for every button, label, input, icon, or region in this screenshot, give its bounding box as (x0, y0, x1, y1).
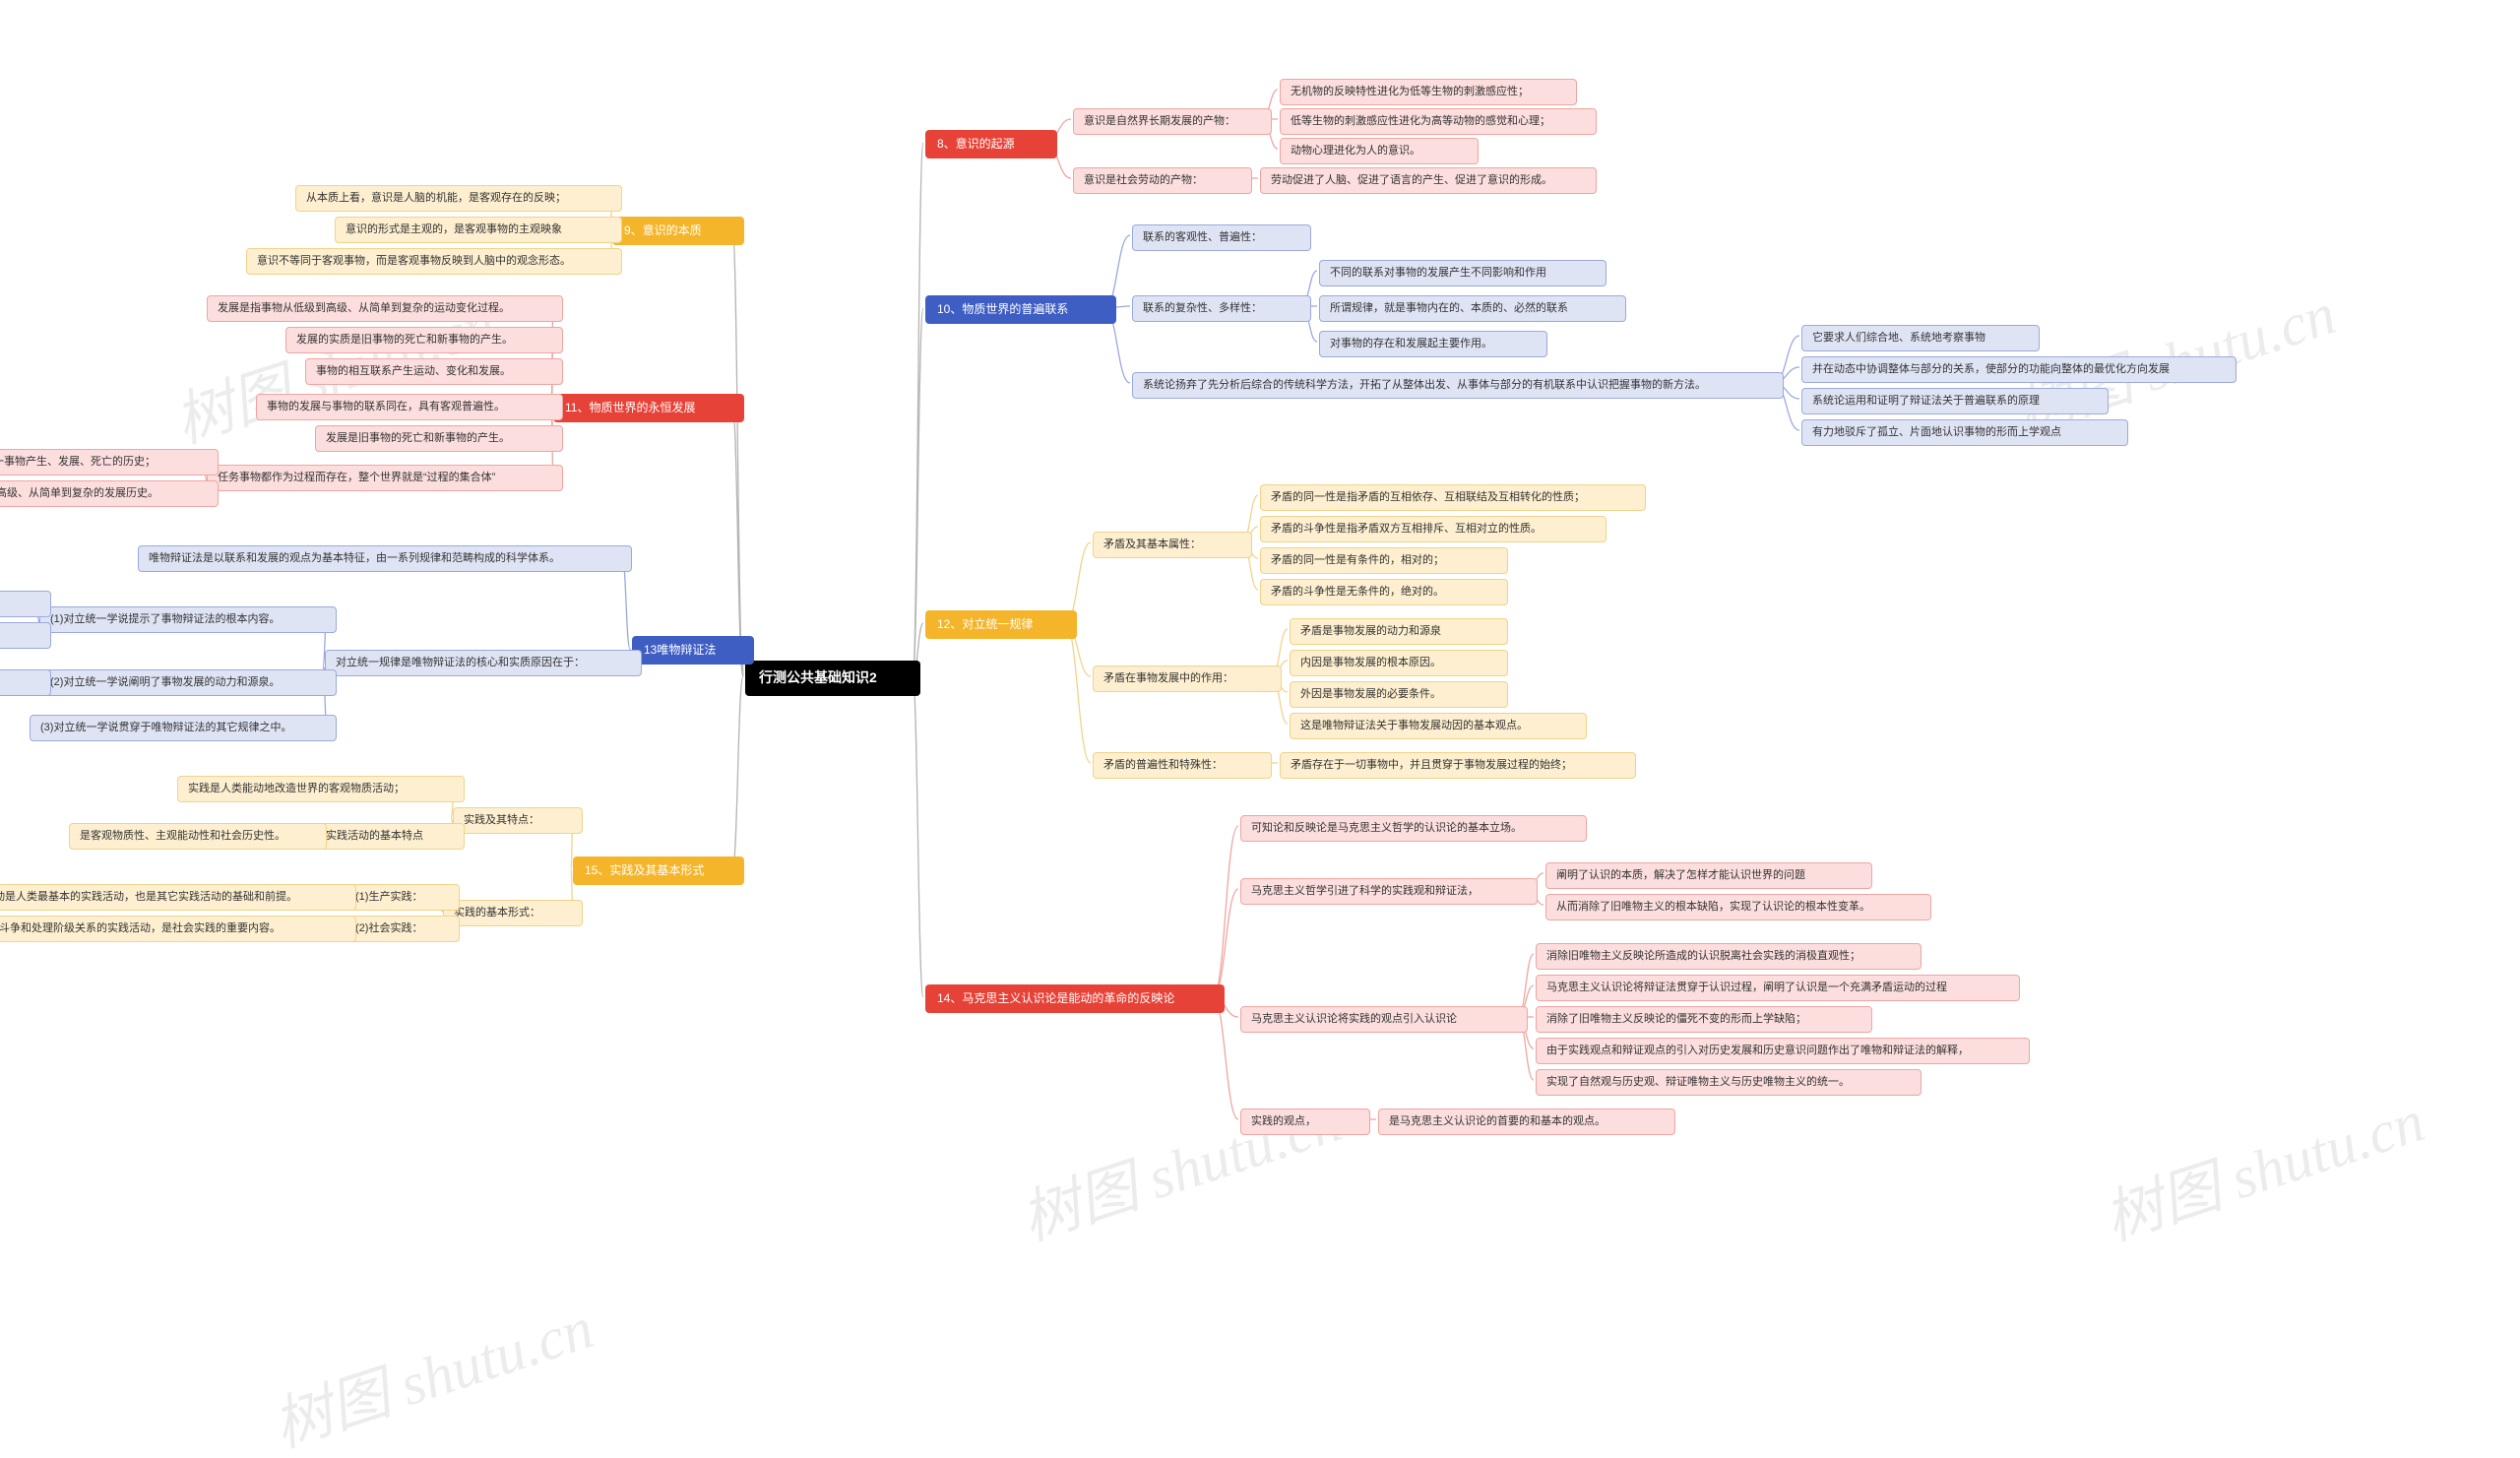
mindmap-node: 由于实践观点和辩证观点的引入对历史发展和历史意识问题作出了唯物和辩证法的解释， (1536, 1038, 2030, 1064)
mindmap-node: 不同的联系对事物的发展产生不同影响和作用 (1319, 260, 1606, 286)
mindmap-node: 发展是指事物从低级到高级、从简单到复杂的运动变化过程。 (207, 295, 563, 322)
mindmap-node: 马克思主义认识论将实践的观点引入认识论 (1240, 1006, 1528, 1033)
mindmap-node: 有力地驳斥了孤立、片面地认识事物的形而上学观点 (1801, 419, 2128, 446)
mindmap-node: 13唯物辩证法 (632, 636, 754, 665)
mindmap-node: 15、实践及其基本形式 (573, 856, 744, 885)
mindmap-node: 马克思主义认识论将辩证法贯穿于认识过程，阐明了认识是一个充满矛盾运动的过程 (1536, 975, 2020, 1001)
mindmap-node: 联系的复杂性、多样性： (1132, 295, 1311, 322)
mindmap-node: 是马克思主义认识论的首要的和基本的观点。 (1378, 1109, 1675, 1135)
mindmap-node: 矛盾在事物发展中的作用： (1093, 666, 1282, 692)
mindmap-node: 14、马克思主义认识论是能动的革命的反映论 (925, 984, 1225, 1013)
mindmap-node: 对事物的存在和发展起主要作用。 (1319, 331, 1547, 357)
mindmap-node: 从而消除了旧唯物主义的根本缺陷，实现了认识论的根本性变革。 (1545, 894, 1931, 920)
mindmap-node: 9、意识的本质 (612, 217, 744, 245)
mindmap-node: 可知论和反映论是马克思主义哲学的认识论的基本立场。 (1240, 815, 1587, 842)
mindmap-node: (2)对立统一学说阐明了事物发展的动力和源泉。 (39, 669, 337, 696)
mindmap-node: 8、意识的起源 (925, 130, 1057, 158)
mindmap-node: 12、对立统一规律 (925, 610, 1077, 639)
watermark: 树图 shutu.cn (1009, 1073, 1351, 1257)
mindmap-node: 实现了自然观与历史观、辩证唯物主义与历史唯物主义的统一。 (1536, 1069, 1922, 1096)
mindmap-node: 并在动态中协调整体与部分的关系，使部分的功能向整体的最优化方向发展 (1801, 356, 2236, 383)
mindmap-node: 是客观物质性、主观能动性和社会历史性。 (69, 823, 327, 850)
mindmap-node: 矛盾的同一性是指矛盾的互相依存、互相联结及互相转化的性质； (1260, 484, 1646, 511)
mindmap-node: 内因是事物发展的根本原因。 (1290, 650, 1508, 676)
watermark: 树图 shutu.cn (261, 1280, 602, 1458)
mindmap-node: 实践及其特点： (453, 807, 583, 834)
mindmap-node: 系统论运用和证明了辩证法关于普遍联系的原理 (1801, 388, 2109, 414)
mindmap-node: 动物心理进化为人的意识。 (1280, 138, 1479, 164)
mindmap-node: (1)对立统一学说提示了事物辩证法的根本内容。 (39, 606, 337, 633)
mindmap-node: 它要求人们综合地、系统地考察事物 (1801, 325, 2040, 351)
mindmap-node: 事物内部要素之间和事物之间的相互依赖、相互对立的联系， (0, 591, 51, 617)
mindmap-node: 矛盾的同一性是有条件的，相对的； (1260, 547, 1508, 574)
mindmap-node: 矛盾是事物发展的动力和源泉 (1290, 618, 1508, 645)
mindmap-node: 阐明了认识的本质，解决了怎样才能认识世界的问题 (1545, 862, 1872, 889)
mindmap-node: 10、物质世界的普遍联系 (925, 295, 1116, 324)
mindmap-node: 实践的观点， (1240, 1109, 1370, 1135)
mindmap-node: 联系的客观性、普遍性： (1132, 224, 1311, 251)
mindmap-node: 无机物的反映特性进化为低等生物的刺激感应性； (1280, 79, 1577, 105)
mindmap-node: 任务事物都作为过程而存在，整个世界就是“过程的集合体” (207, 465, 563, 491)
mindmap-node: 所谓规律，就是事物内在的、本质的、必然的联系 (1319, 295, 1626, 322)
mindmap-node: 消除了旧唯物主义反映论的僵死不变的形而上学缺陷； (1536, 1006, 1872, 1033)
mindmap-node: 生产活动是人类最基本的实践活动，也是其它实践活动的基础和前提。 (0, 884, 356, 911)
mindmap-node: 矛盾存在于一切事物中，并且贯穿于事物发展过程的始终； (1280, 752, 1636, 779)
watermark: 树图 shutu.cn (2092, 1073, 2433, 1257)
mindmap-node: 唯物辩证法是以联系和发展的观点为基本特征，由一系列规律和范畴构成的科学体系。 (138, 545, 632, 572)
mindmap-node: 矛盾及其基本属性： (1093, 532, 1252, 558)
mindmap-node: 事物的发展，是自身矛盾所引起的自己运动和自我发展。 (0, 669, 51, 696)
mindmap-node: 发展的实质是旧事物的死亡和新事物的产生。 (285, 327, 563, 353)
mindmap-node: 系统论扬弃了先分析后综合的传统科学方法，开拓了从整体出发、从事体与部分的有机联系… (1132, 372, 1784, 399)
mindmap-node: 劳动促进了人脑、促进了语言的产生、促进了意识的形成。 (1260, 167, 1597, 194)
mindmap-node: 实践的基本形式： (443, 900, 583, 926)
mindmap-node: (2)社会实践： (345, 916, 460, 942)
mindmap-node: 事物的发展与事物的联系同在，具有客观普遍性。 (256, 394, 563, 420)
mindmap-node: (3)对立统一学说贯穿于唯物辩证法的其它规律之中。 (30, 715, 337, 741)
mindmap-node: 对整个世界来说，过程是从低级到高级、从简单到复杂的发展历史。 (0, 480, 219, 507)
mindmap-node: 意识的形式是主观的，是客观事物的主观映象 (335, 217, 622, 243)
mindmap-node: 意识不等同于客观事物，而是客观事物反映到人脑中的观念形态。 (246, 248, 622, 275)
mindmap-node: 矛盾的普遍性和特殊性： (1093, 752, 1272, 779)
mindmap-node: 外因是事物发展的必要条件。 (1290, 681, 1508, 708)
mindmap-node: 从本质上看，意识是人脑的机能，是客观存在的反映； (295, 185, 622, 212)
mindmap-node: 实践活动的基本特点 (315, 823, 465, 850)
mindmap-node: 行测公共基础知识2 (745, 661, 920, 696)
mindmap-node: 对具体事物来说，过程是这一事物产生、发展、死亡的历史； (0, 449, 219, 475)
mindmap-node: 这是唯物辩证法关于事物发展动因的基本观点。 (1290, 713, 1587, 739)
mindmap-node: 归根结底是对立统一的关系，这个联系，是事物最本质、最根本的联系。 (0, 622, 51, 649)
mindmap-node: 实践是人类能动地改造世界的客观物质活动； (177, 776, 465, 802)
mindmap-node: 意识是自然界长期发展的产物： (1073, 108, 1272, 135)
mindmap-node: 社会实践中最为主要的实践形式是建立和调整生产关系的实践活动，在阶级社会，阶级斗争… (0, 916, 356, 942)
mindmap-node: 马克思主义哲学引进了科学的实践观和辩证法， (1240, 878, 1538, 905)
mindmap-node: 矛盾的斗争性是指矛盾双方互相排斥、互相对立的性质。 (1260, 516, 1606, 542)
mindmap-node: 意识是社会劳动的产物： (1073, 167, 1252, 194)
mindmap-node: 11、物质世界的永恒发展 (553, 394, 744, 422)
mindmap-node: (1)生产实践： (345, 884, 460, 911)
mindmap-node: 低等生物的刺激感应性进化为高等动物的感觉和心理； (1280, 108, 1597, 135)
mindmap-node: 消除旧唯物主义反映论所造成的认识脱离社会实践的消极直观性； (1536, 943, 1922, 970)
mindmap-node: 事物的相互联系产生运动、变化和发展。 (305, 358, 563, 385)
mindmap-node: 矛盾的斗争性是无条件的，绝对的。 (1260, 579, 1508, 605)
mindmap-node: 发展是旧事物的死亡和新事物的产生。 (315, 425, 563, 452)
mindmap-node: 对立统一规律是唯物辩证法的核心和实质原因在于： (325, 650, 642, 676)
